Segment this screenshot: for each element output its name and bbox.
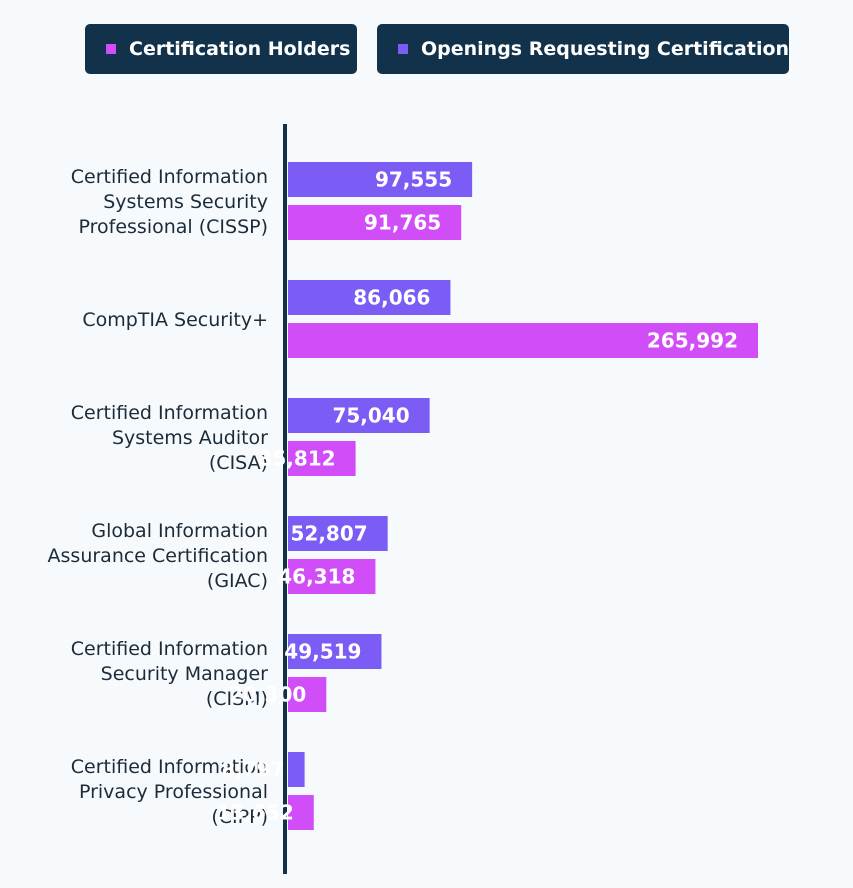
bar-certification-holders [288,323,758,358]
bar-value-label: 86,066 [353,286,430,310]
bar-certification-holders [288,441,356,476]
bar-openings-requesting-certification [288,634,382,669]
category-label: CompTIA Security+ [82,309,268,331]
legend-label-certification-holders: Certification Holders [129,38,351,60]
category-label: Global Information Assurance Certificatio… [48,520,268,592]
category-label: Certified Information Privacy Professiona… [71,756,268,828]
legend-item-certification-holders: Certification Holders [85,24,357,74]
bar-value-label: 75,040 [332,404,409,428]
bar-value-label: 35,812 [258,447,335,471]
bar-certification-holders [288,677,327,712]
bar-value-label: 91,765 [364,211,441,235]
bar-openings-requesting-certification [288,516,388,551]
category-label: Certified Information Security Manager (CI… [71,638,268,710]
legend-swatch-certification-holders [106,44,116,54]
category-label: Certified Information Systems Security Pro… [71,166,268,238]
bar-value-label: 49,519 [284,640,361,664]
bar-openings-requesting-certification [288,162,473,197]
category-label: Certified Information Systems Auditor (CIS… [71,402,268,474]
bar-value-label: 13,652 [217,801,294,825]
bar-value-label: 265,992 [647,329,738,353]
legend-swatch-openings-requesting [398,44,408,54]
legend-label-openings-requesting: Openings Requesting Certification [421,38,790,60]
bar-value-label: 46,318 [278,565,355,589]
bar-certification-holders [288,559,376,594]
bar-openings-requesting-certification [288,398,430,433]
legend-item-openings-requesting: Openings Requesting Certification [377,24,789,74]
bar-value-label: 20,300 [229,683,306,707]
bar-certification-holders [288,205,462,240]
bar-openings-requesting-certification [288,752,305,787]
bar-value-label: 8,797 [221,758,284,782]
bar-openings-requesting-certification [288,280,451,315]
bar-value-label: 52,807 [290,522,367,546]
bar-certification-holders [288,795,314,830]
bar-value-label: 97,555 [375,168,452,192]
